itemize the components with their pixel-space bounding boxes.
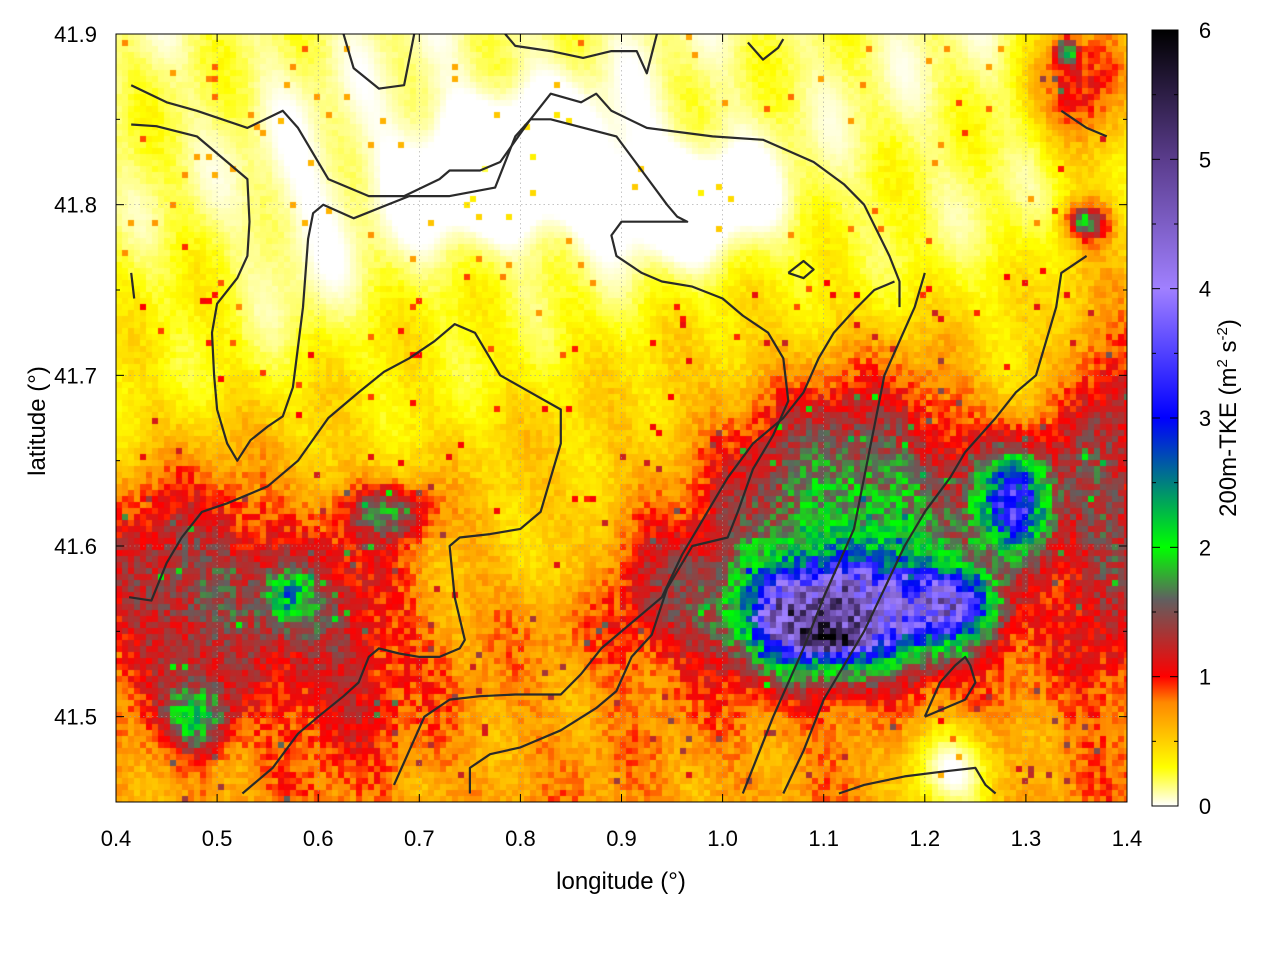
contour-line <box>504 34 658 75</box>
colorbar-tick-label: 5 <box>1199 147 1211 172</box>
x-tick-label: 1.2 <box>910 826 941 851</box>
x-tick-label: 1.3 <box>1011 826 1042 851</box>
x-tick-label: 0.6 <box>303 826 334 851</box>
grid <box>116 34 1127 802</box>
y-tick-label: 41.7 <box>54 363 97 388</box>
contour-line <box>923 655 977 718</box>
colorbar-tick-label: 3 <box>1199 406 1211 431</box>
contour-line <box>392 280 895 786</box>
colorbar-ticks: 0 1 2 3 4 5 6 <box>1152 18 1211 819</box>
contour-line <box>782 254 1088 794</box>
colorbar: 0 1 2 3 4 5 6 200m-TKE (m2 s-2) <box>1151 18 1242 819</box>
contour-line <box>131 118 790 794</box>
y-axis-title: latitude (°) <box>24 366 51 476</box>
y-axis: 41.5 41.6 41.7 41.8 41.9 <box>54 22 1127 803</box>
y-tick-label: 41.8 <box>54 193 97 218</box>
contour-line <box>747 38 785 61</box>
x-tick-label: 0.7 <box>404 826 435 851</box>
x-tick-label: 1.1 <box>808 826 839 851</box>
colorbar-tick-label: 4 <box>1199 277 1211 302</box>
x-axis: 0.4 0.5 0.6 0.7 0.8 0.9 1.0 1.1 1.2 1.3 1.4 <box>101 34 1143 851</box>
contour-line <box>1060 109 1108 138</box>
colorbar-tick-label: 2 <box>1199 535 1211 560</box>
x-tick-label: 0.9 <box>606 826 637 851</box>
contour-line <box>342 34 416 90</box>
contour-line <box>130 272 136 299</box>
contour-lines <box>128 34 1108 795</box>
colorbar-tick-label: 6 <box>1199 18 1211 43</box>
x-tick-label: 1.4 <box>1112 826 1143 851</box>
colorbar-title: 200m-TKE (m2 s-2) <box>1214 319 1242 517</box>
contour-line <box>838 766 997 795</box>
colorbar-tick-label: 1 <box>1199 665 1211 690</box>
x-tick-label: 0.4 <box>101 826 132 851</box>
x-axis-title: longitude (°) <box>556 868 686 895</box>
plot-area: 0.4 0.5 0.6 0.7 0.8 0.9 1.0 1.1 1.2 1.3 1.4 41.541… <box>54 22 1142 851</box>
x-tick-label: 0.5 <box>202 826 233 851</box>
y-tick-label: 41.5 <box>54 705 97 730</box>
contour-line <box>741 272 926 794</box>
colorbar-tick-label: 0 <box>1199 794 1211 819</box>
x-tick-label: 0.8 <box>505 826 536 851</box>
contour-line <box>787 259 815 280</box>
y-tick-label: 41.9 <box>54 22 97 47</box>
contour-line <box>128 323 562 795</box>
x-tick-label: 1.0 <box>707 826 738 851</box>
y-tick-label: 41.6 <box>54 534 97 559</box>
